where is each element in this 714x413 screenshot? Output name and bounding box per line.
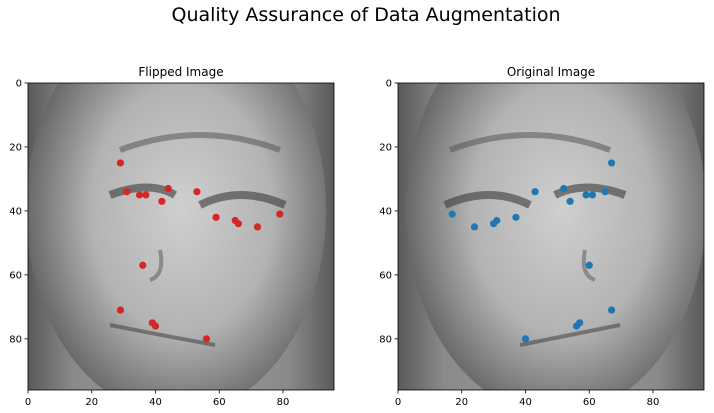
y-tick-label: 80 [379,334,392,345]
keypoint-marker [202,335,211,343]
keypoint-marker [512,213,520,221]
y-tick-label: 60 [379,270,392,281]
keypoint-marker [193,188,201,196]
panel-flipped: Flipped Image 0 20 40 60 80 0 20 40 60 80 [9,65,335,409]
x-tick-label: 40 [519,397,532,408]
keypoint-marker [151,322,160,330]
panel-title: Flipped Image [138,65,223,79]
y-tick-label: 80 [9,334,22,345]
y-tick-label: 40 [379,206,392,217]
x-tick-label: 0 [25,397,31,408]
keypoint-marker [572,322,581,330]
keypoint-marker [601,188,609,196]
keypoint-marker [212,213,220,221]
keypoint-marker [566,197,574,205]
y-tick-label: 40 [9,206,22,217]
keypoint-marker [123,188,131,196]
axes-frame [397,82,705,391]
y-tick-label: 60 [9,270,22,281]
x-tick-label: 20 [455,397,468,408]
figure-title: Quality Assurance of Data Augmentation [171,4,560,26]
panel-title: Original Image [507,65,595,79]
y-tick-label: 0 [386,79,392,90]
face-image [398,83,704,390]
keypoint-marker [521,335,530,343]
x-tick-label: 60 [213,397,226,408]
keypoint-marker [142,191,150,199]
tick-labels: 0 20 40 60 80 0 20 40 60 80 [379,79,659,409]
keypoint-marker [607,159,616,167]
keypoint-marker [234,220,242,228]
keypoint-marker [588,191,597,199]
keypoint-marker [139,261,147,269]
keypoint-marker [253,223,262,231]
y-tick-label: 20 [9,142,22,153]
keypoint-marker [560,184,568,193]
x-tick-label: 60 [583,397,596,408]
axes-frame [27,82,335,391]
x-tick-label: 80 [647,397,660,408]
tick-labels: 0 20 40 60 80 0 20 40 60 80 [9,79,289,409]
keypoint-marker [116,306,125,314]
y-tick-label: 20 [379,142,392,153]
keypoint-marker [158,197,166,205]
keypoint-marker [276,210,284,218]
x-tick-label: 40 [149,397,162,408]
keypoint-marker [135,191,144,199]
markers [448,159,616,343]
x-tick-label: 80 [277,397,290,408]
keypoint-marker [116,159,125,167]
keypoint-marker [448,210,456,218]
keypoint-marker [164,184,172,193]
markers [116,159,284,343]
x-tick-label: 0 [395,397,401,408]
keypoint-marker [585,261,593,269]
keypoint-marker [582,191,590,199]
y-tick-label: 0 [16,79,22,90]
keypoint-marker [490,220,498,228]
keypoint-marker [607,306,616,314]
keypoint-marker [531,188,539,196]
face-image [28,83,334,390]
keypoint-marker [470,223,479,231]
panel-original: Original Image 0 20 40 60 80 0 20 40 60 80 [379,65,705,409]
x-tick-label: 20 [85,397,98,408]
